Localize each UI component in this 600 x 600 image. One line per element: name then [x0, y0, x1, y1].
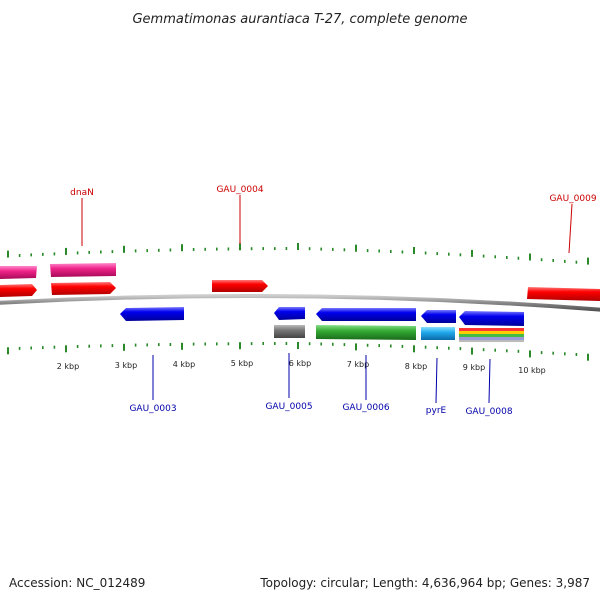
scale-label: 4 kbp [173, 360, 195, 369]
scale-label: 8 kbp [405, 362, 427, 371]
scale-label: 2 kbp [57, 362, 79, 371]
leader-line [568, 203, 573, 254]
upper-tick-row [7, 243, 589, 265]
cds-feature[interactable] [421, 327, 455, 340]
gene-pyrE[interactable] [421, 310, 456, 323]
label-dnaN[interactable]: dnaN [70, 188, 94, 198]
accession-text: Accession: NC_012489 [9, 576, 145, 590]
cds-feature-striped[interactable] [459, 328, 524, 342]
scale-label: 6 kbp [289, 359, 311, 368]
cds-feature[interactable] [316, 325, 416, 340]
cds-feature[interactable] [274, 325, 305, 338]
label-GAU_0004[interactable]: GAU_0004 [216, 185, 263, 195]
scale-label: 9 kbp [463, 363, 485, 372]
gene-GAU_0004[interactable] [212, 280, 268, 292]
scale-label: 5 kbp [231, 359, 253, 368]
reverse-strand [120, 307, 524, 342]
cds-feature[interactable] [0, 266, 37, 279]
leader-line [435, 357, 438, 404]
gene-GAU_0006[interactable] [316, 308, 416, 321]
scale-label: 10 kbp [518, 366, 546, 375]
forward-labels: dnaN GAU_0004 GAU_0009 [70, 185, 597, 254]
lower-tick-row [7, 342, 589, 361]
genome-backbone [0, 293, 600, 312]
label-GAU_0003[interactable]: GAU_0003 [129, 404, 176, 414]
gene-GAU_0009[interactable] [527, 287, 600, 301]
forward-strand [0, 263, 600, 301]
gene-GAU_0003[interactable] [120, 307, 184, 321]
scale-label: 3 kbp [115, 361, 137, 370]
label-GAU_0006[interactable]: GAU_0006 [342, 403, 389, 413]
cds-feature[interactable] [50, 263, 116, 277]
scale-label: 7 kbp [347, 360, 369, 369]
label-GAU_0009[interactable]: GAU_0009 [549, 194, 596, 204]
map-title: Gemmatimonas aurantiaca T-27, complete g… [132, 12, 467, 27]
label-pyrE[interactable]: pyrE [426, 406, 447, 416]
gene-GAU_0005[interactable] [274, 307, 305, 320]
gene-GAU_0008[interactable] [459, 311, 524, 326]
gene-dnaN[interactable] [51, 282, 116, 295]
leader-line [488, 358, 491, 404]
label-GAU_0005[interactable]: GAU_0005 [265, 402, 312, 412]
reverse-labels: GAU_0003 GAU_0005 GAU_0006 pyrE GAU_0008 [129, 353, 513, 417]
gene-feature[interactable] [0, 284, 37, 297]
scale-labels: 2 kbp 3 kbp 4 kbp 5 kbp 6 kbp 7 kbp 8 kb… [57, 359, 546, 375]
label-GAU_0008[interactable]: GAU_0008 [465, 407, 512, 417]
genome-summary-text: Topology: circular; Length: 4,636,964 bp… [259, 576, 590, 590]
